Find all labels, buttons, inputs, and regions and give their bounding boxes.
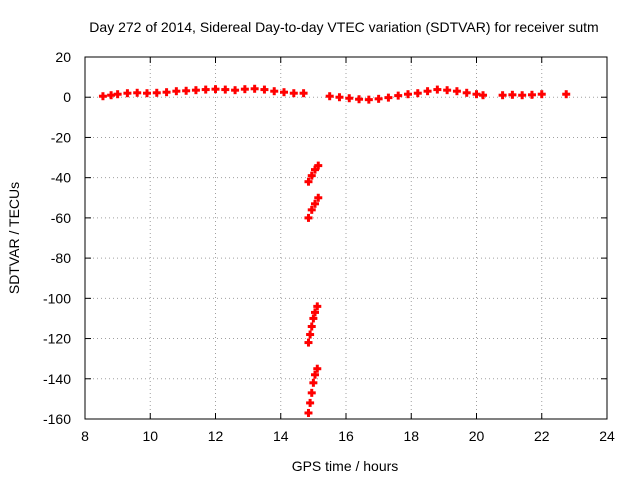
data-point [452, 87, 461, 96]
data-point [304, 408, 313, 417]
data-point [433, 85, 442, 94]
data-point [231, 86, 240, 95]
data-point [280, 88, 289, 97]
data-point [304, 338, 313, 347]
x-tick-label: 10 [142, 428, 158, 444]
y-tick-label: -20 [51, 129, 71, 145]
data-point [182, 86, 191, 95]
data-point [304, 177, 313, 186]
data-point [314, 193, 323, 202]
data-point [384, 93, 393, 102]
y-tick-label: -40 [51, 170, 71, 186]
data-point [309, 378, 318, 387]
data-point [240, 85, 249, 94]
data-point [562, 90, 571, 99]
y-tick-label: -60 [51, 210, 71, 226]
data-point [403, 90, 412, 99]
data-point [413, 89, 422, 98]
chart-title: Day 272 of 2014, Sidereal Day-to-day VTE… [89, 19, 598, 35]
x-tick-label: 14 [273, 428, 289, 444]
data-point [309, 314, 318, 323]
data-point [311, 308, 320, 317]
data-point [313, 364, 322, 373]
data-point [201, 85, 210, 94]
data-point [374, 94, 383, 103]
data-point [498, 91, 507, 100]
y-axis-ticks: 20 0 -20 -40 -60 -80 -100 -120 -140 -160 [43, 49, 607, 427]
data-point [325, 92, 334, 101]
y-tick-label: 0 [63, 89, 71, 105]
x-tick-label: 12 [208, 428, 224, 444]
y-tick-label: -100 [43, 290, 71, 306]
data-point [313, 302, 322, 311]
data-point [311, 199, 320, 208]
y-tick-label: 20 [55, 49, 71, 65]
data-point [191, 86, 200, 95]
data-point [345, 94, 354, 103]
data-point [299, 89, 308, 98]
x-tick-label: 24 [599, 428, 615, 444]
y-axis-title: SDTVAR / TECUs [6, 182, 22, 294]
data-points [98, 84, 571, 417]
data-point [462, 88, 471, 97]
data-point [172, 87, 181, 96]
x-tick-label: 18 [403, 428, 419, 444]
data-point [260, 85, 269, 94]
data-point [527, 90, 536, 99]
data-point [162, 88, 171, 97]
x-tick-label: 16 [338, 428, 354, 444]
data-point [443, 86, 452, 95]
data-point [304, 213, 313, 222]
data-point [307, 388, 316, 397]
data-point [314, 161, 323, 170]
data-point [98, 92, 107, 101]
data-point [270, 87, 279, 96]
data-point [221, 85, 230, 94]
data-point [113, 90, 122, 99]
data-point [537, 90, 546, 99]
data-point [250, 84, 259, 93]
data-point [142, 89, 151, 98]
data-point [364, 95, 373, 104]
y-tick-label: -120 [43, 331, 71, 347]
data-point [306, 398, 315, 407]
y-tick-label: -140 [43, 371, 71, 387]
y-tick-label: -80 [51, 250, 71, 266]
y-tick-label: -160 [43, 411, 71, 427]
data-point [306, 330, 315, 339]
data-point [307, 322, 316, 331]
x-axis-title: GPS time / hours [292, 458, 399, 474]
data-point [307, 205, 316, 214]
data-point [307, 171, 316, 180]
data-point [394, 91, 403, 100]
data-point [335, 93, 344, 102]
data-point [289, 89, 298, 98]
data-point [423, 87, 432, 96]
data-point [518, 91, 527, 100]
data-point [311, 370, 320, 379]
data-point [133, 88, 142, 97]
x-tick-label: 20 [469, 428, 485, 444]
data-point [211, 85, 220, 94]
data-point [508, 90, 517, 99]
x-tick-label: 22 [534, 428, 550, 444]
x-tick-label: 8 [81, 428, 89, 444]
data-point [355, 95, 364, 104]
data-point [479, 91, 488, 100]
grid-lines [85, 57, 607, 419]
data-point [152, 88, 161, 97]
x-axis-ticks: 8 10 12 14 16 18 20 22 24 [81, 57, 615, 444]
data-point [123, 89, 132, 98]
